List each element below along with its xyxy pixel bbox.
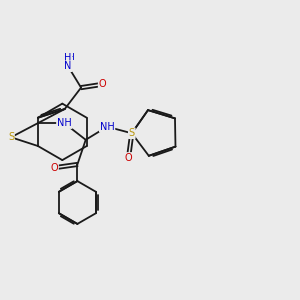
- Text: H: H: [68, 53, 74, 62]
- Text: S: S: [8, 132, 14, 142]
- Text: H: H: [64, 53, 72, 63]
- Text: N: N: [64, 61, 72, 71]
- Text: O: O: [99, 80, 106, 89]
- Text: S: S: [129, 128, 135, 138]
- Text: NH: NH: [57, 118, 72, 128]
- Text: O: O: [125, 153, 132, 163]
- Text: NH: NH: [100, 122, 115, 132]
- Text: N: N: [64, 61, 72, 71]
- Text: O: O: [50, 163, 58, 173]
